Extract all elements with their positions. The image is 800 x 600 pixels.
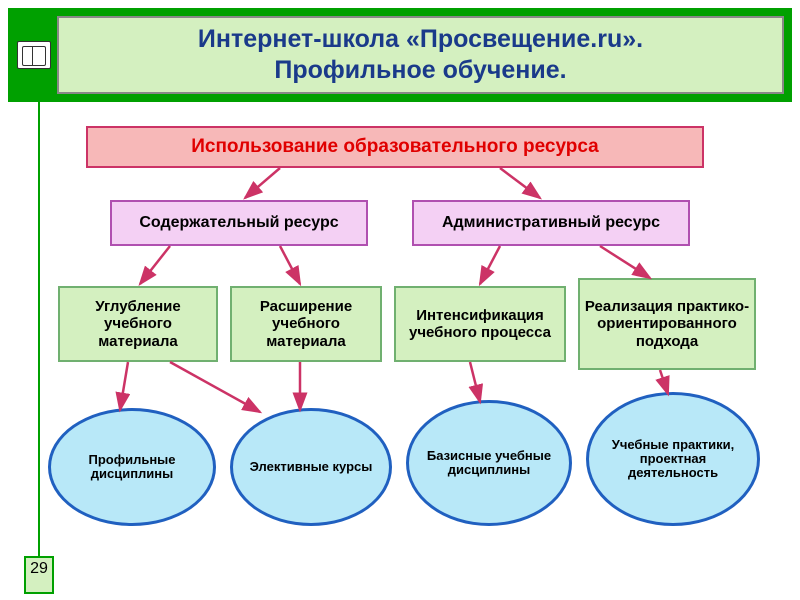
book-icon — [17, 41, 51, 69]
level2-right-box: Административный ресурс — [412, 200, 690, 246]
level2-left-box: Содержательный ресурс — [110, 200, 368, 246]
title-line2: Профильное обучение. — [274, 55, 566, 86]
level3-box-2: Расширение учебного материала — [230, 286, 382, 362]
title-line1: Интернет-школа «Просвещение.ru». — [198, 24, 643, 55]
level1-box: Использование образовательного ресурса — [86, 126, 704, 168]
level2-left-text: Содержательный ресурс — [139, 214, 338, 232]
ellipse-4: Учебные практики, проектная деятельность — [586, 392, 760, 526]
level2-right-text: Административный ресурс — [442, 214, 660, 232]
ellipse-text-1: Профильные дисциплины — [59, 453, 205, 482]
page-title: Интернет-школа «Просвещение.ru». Профиль… — [57, 16, 784, 94]
header-banner: Интернет-школа «Просвещение.ru». Профиль… — [8, 8, 792, 102]
slide-number: 29 — [24, 556, 54, 594]
level3-box-3: Интенсификация учебного процесса — [394, 286, 566, 362]
level3-box-4: Реализация практико-ориентированного под… — [578, 278, 756, 370]
ellipse-2: Элективные курсы — [230, 408, 392, 526]
ellipse-text-3: Базисные учебные дисциплины — [417, 449, 561, 478]
ellipse-text-4: Учебные практики, проектная деятельность — [597, 438, 749, 481]
level3-text-2: Расширение учебного материала — [236, 298, 376, 350]
level3-text-3: Интенсификация учебного процесса — [400, 307, 560, 342]
ellipse-1: Профильные дисциплины — [48, 408, 216, 526]
level3-text-4: Реализация практико-ориентированного под… — [584, 298, 750, 350]
level3-box-1: Углубление учебного материала — [58, 286, 218, 362]
ellipse-text-2: Элективные курсы — [250, 460, 373, 474]
level3-text-1: Углубление учебного материала — [64, 298, 212, 350]
ellipse-3: Базисные учебные дисциплины — [406, 400, 572, 526]
level1-text: Использование образовательного ресурса — [191, 136, 599, 158]
